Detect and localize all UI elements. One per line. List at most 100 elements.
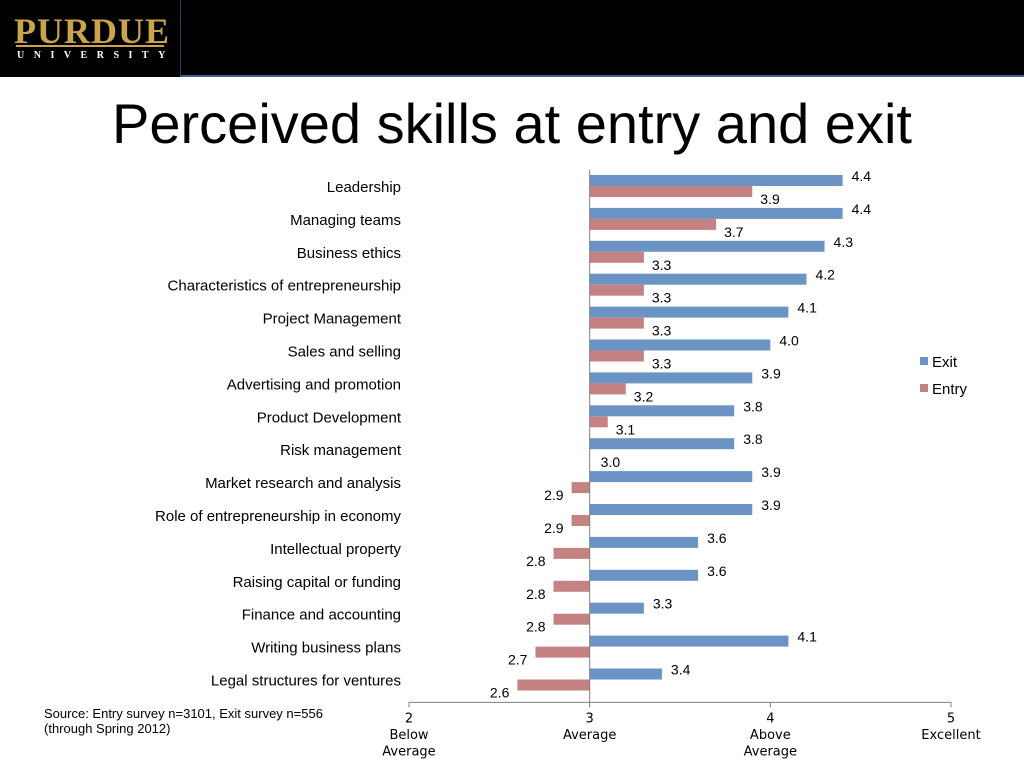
category-label: Advertising and promotion [227,376,401,393]
x-tick-label: Excellent [921,728,980,743]
exit-bar [589,240,825,252]
entry-value-label: 2.9 [544,487,564,503]
x-tick-label: 3 [586,711,594,726]
category-label: Finance and accounting [242,607,401,624]
entry-value-label: 2.6 [490,685,510,701]
header-rule [0,75,1024,77]
entry-value-label: 3.3 [652,290,672,306]
legend-label-exit: Exit [932,354,958,371]
entry-value-label: 3.2 [634,388,654,404]
legend-swatch-entry [920,384,928,392]
entry-bar [589,218,717,230]
entry-value-label: 2.8 [526,586,546,602]
x-tick-label: 2 [405,711,413,726]
category-label: Intellectual property [270,541,401,558]
x-tick-label: Average [744,744,797,759]
entry-bar [571,515,590,526]
exit-value-label: 3.9 [761,365,781,381]
category-label: Raising capital or funding [233,574,401,591]
x-tick-label: 4 [766,711,774,726]
exit-value-label: 4.4 [852,168,872,184]
exit-bar [589,536,699,548]
exit-bar [589,372,753,384]
x-tick-label: Average [563,728,616,743]
page-title: Perceived skills at entry and exit [112,92,912,155]
entry-value-label: 2.7 [508,652,528,668]
category-label: Writing business plans [251,640,401,657]
x-tick-label: Average [382,744,435,759]
entry-bar [553,580,590,592]
category-label: Market research and analysis [205,475,401,492]
entry-bar [589,284,644,296]
entry-bar [589,350,644,362]
x-tick-label: 5 [947,711,955,726]
category-label: Project Management [263,311,402,328]
category-label: Business ethics [297,245,401,262]
logo-subtitle: UNIVERSITY [17,50,175,61]
entry-bar [535,646,590,658]
entry-value-label: 3.7 [724,224,744,240]
exit-value-label: 3.8 [743,431,763,447]
logo-divider [16,45,164,47]
exit-value-label: 3.6 [707,563,727,579]
exit-value-label: 4.2 [815,267,835,283]
exit-bar [589,207,843,219]
exit-value-label: 3.6 [707,530,727,546]
exit-value-label: 4.1 [797,629,817,645]
entry-bar [589,251,644,263]
category-label: Sales and selling [288,344,401,361]
category-label: Legal structures for ventures [211,673,401,690]
exit-bar [589,175,843,186]
entry-value-label: 2.9 [544,520,564,536]
category-label: Leadership [327,179,401,196]
entry-bar [589,186,753,197]
source-note: Source: Entry survey n=3101, Exit survey… [44,706,323,736]
entry-value-label: 3.9 [760,191,780,207]
exit-bar [589,569,699,581]
category-label: Managing teams [290,212,401,229]
x-tick-label: Below [389,728,428,743]
exit-value-label: 4.0 [779,333,799,349]
exit-bar [589,504,753,515]
entry-value-label: 3.0 [601,454,621,470]
exit-value-label: 3.8 [743,398,763,414]
exit-bar [589,405,735,417]
entry-bar [553,613,590,625]
legend-label-entry: Entry [932,381,968,398]
logo-wordmark: PURDUE [14,11,170,51]
entry-value-label: 3.3 [652,257,672,273]
exit-bar [589,602,644,614]
category-label: Risk management [280,442,402,459]
exit-bar [589,273,807,285]
exit-bar [589,306,789,318]
exit-value-label: 3.3 [653,596,673,612]
legend-swatch-exit [920,357,928,365]
entry-bar [589,416,608,428]
exit-value-label: 4.4 [852,201,872,217]
entry-bar [553,547,590,559]
x-tick-label: Above [750,728,791,743]
category-label: Role of entrepreneurship in economy [155,508,401,525]
entry-bar [517,679,590,691]
category-label: Product Development [257,409,402,426]
entry-bar [571,482,590,494]
exit-bar [589,471,753,483]
exit-value-label: 3.9 [761,497,781,513]
entry-value-label: 2.8 [526,619,546,635]
exit-bar [589,339,771,351]
category-label: Characteristics of entrepreneurship [168,278,401,295]
entry-bar [589,383,626,395]
exit-value-label: 3.9 [761,464,781,480]
entry-value-label: 3.3 [652,356,672,372]
entry-value-label: 3.1 [616,421,636,437]
entry-value-label: 2.8 [526,553,546,569]
exit-bar [589,635,789,647]
exit-value-label: 4.1 [797,300,817,316]
exit-bar [589,438,735,450]
exit-value-label: 4.3 [834,234,854,250]
exit-value-label: 3.4 [671,662,691,678]
exit-bar [589,668,662,680]
purdue-logo: PURDUE UNIVERSITY [0,0,181,77]
entry-value-label: 3.3 [652,323,672,339]
